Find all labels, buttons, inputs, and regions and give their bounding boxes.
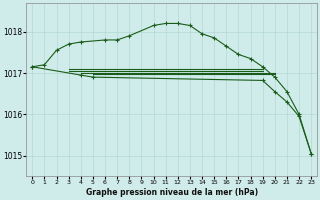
X-axis label: Graphe pression niveau de la mer (hPa): Graphe pression niveau de la mer (hPa) [86,188,258,197]
